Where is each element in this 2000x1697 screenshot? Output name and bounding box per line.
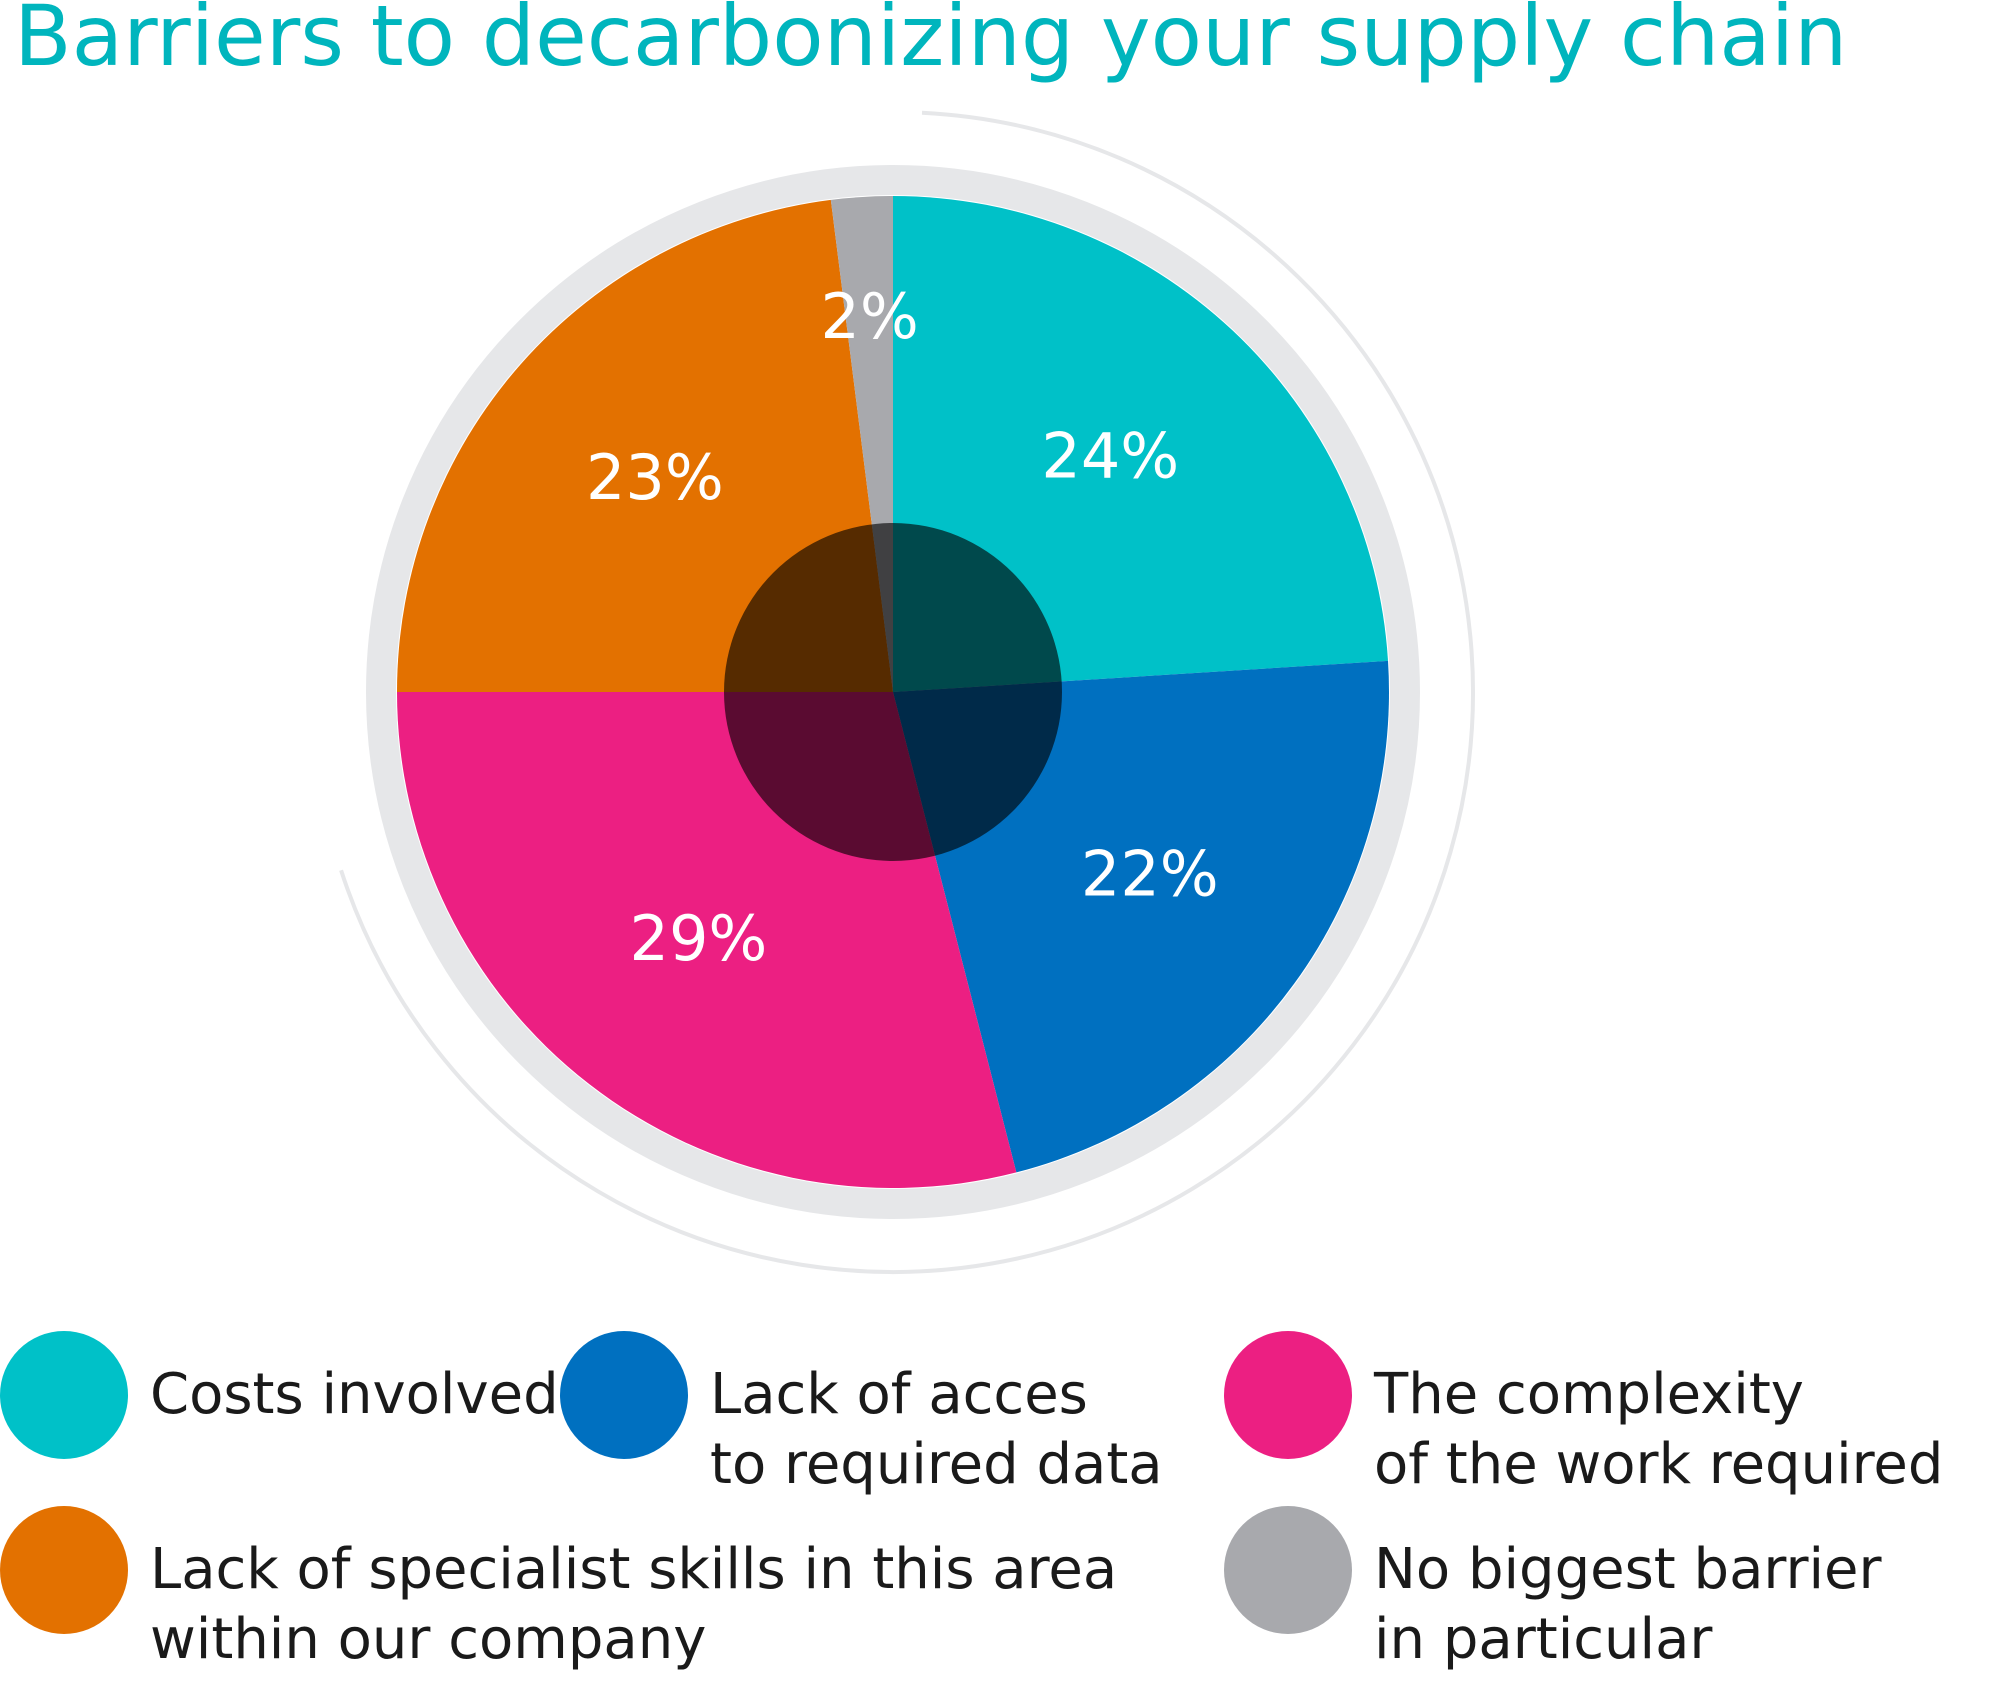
legend-swatch	[560, 1331, 688, 1459]
legend-swatch	[1224, 1331, 1352, 1459]
outer-ring	[366, 165, 1420, 1219]
legend-swatch	[1224, 1506, 1352, 1634]
data-label: 23%	[586, 441, 724, 514]
center-disc	[724, 523, 1062, 861]
legend-label: Lack of acces to required data	[710, 1362, 1163, 1497]
data-label: 22%	[1081, 838, 1219, 911]
data-label: 2%	[820, 280, 918, 353]
legend-swatch	[0, 1506, 128, 1634]
legend-label: Costs involved	[150, 1362, 559, 1427]
legend-label: The complexity of the work required	[1374, 1362, 1944, 1497]
outer-arc	[339, 110, 1475, 1274]
pie-slice	[397, 199, 893, 692]
legend-label: No biggest barrier in particular	[1374, 1537, 1882, 1672]
chart-title: Barriers to decarbonizing your supply ch…	[14, 0, 1847, 85]
legend-swatch	[0, 1331, 128, 1459]
data-label: 29%	[630, 902, 768, 975]
pie-slice	[893, 196, 1389, 692]
data-label: 24%	[1041, 420, 1179, 493]
legend-label: Lack of specialist skills in this area w…	[150, 1537, 1118, 1672]
